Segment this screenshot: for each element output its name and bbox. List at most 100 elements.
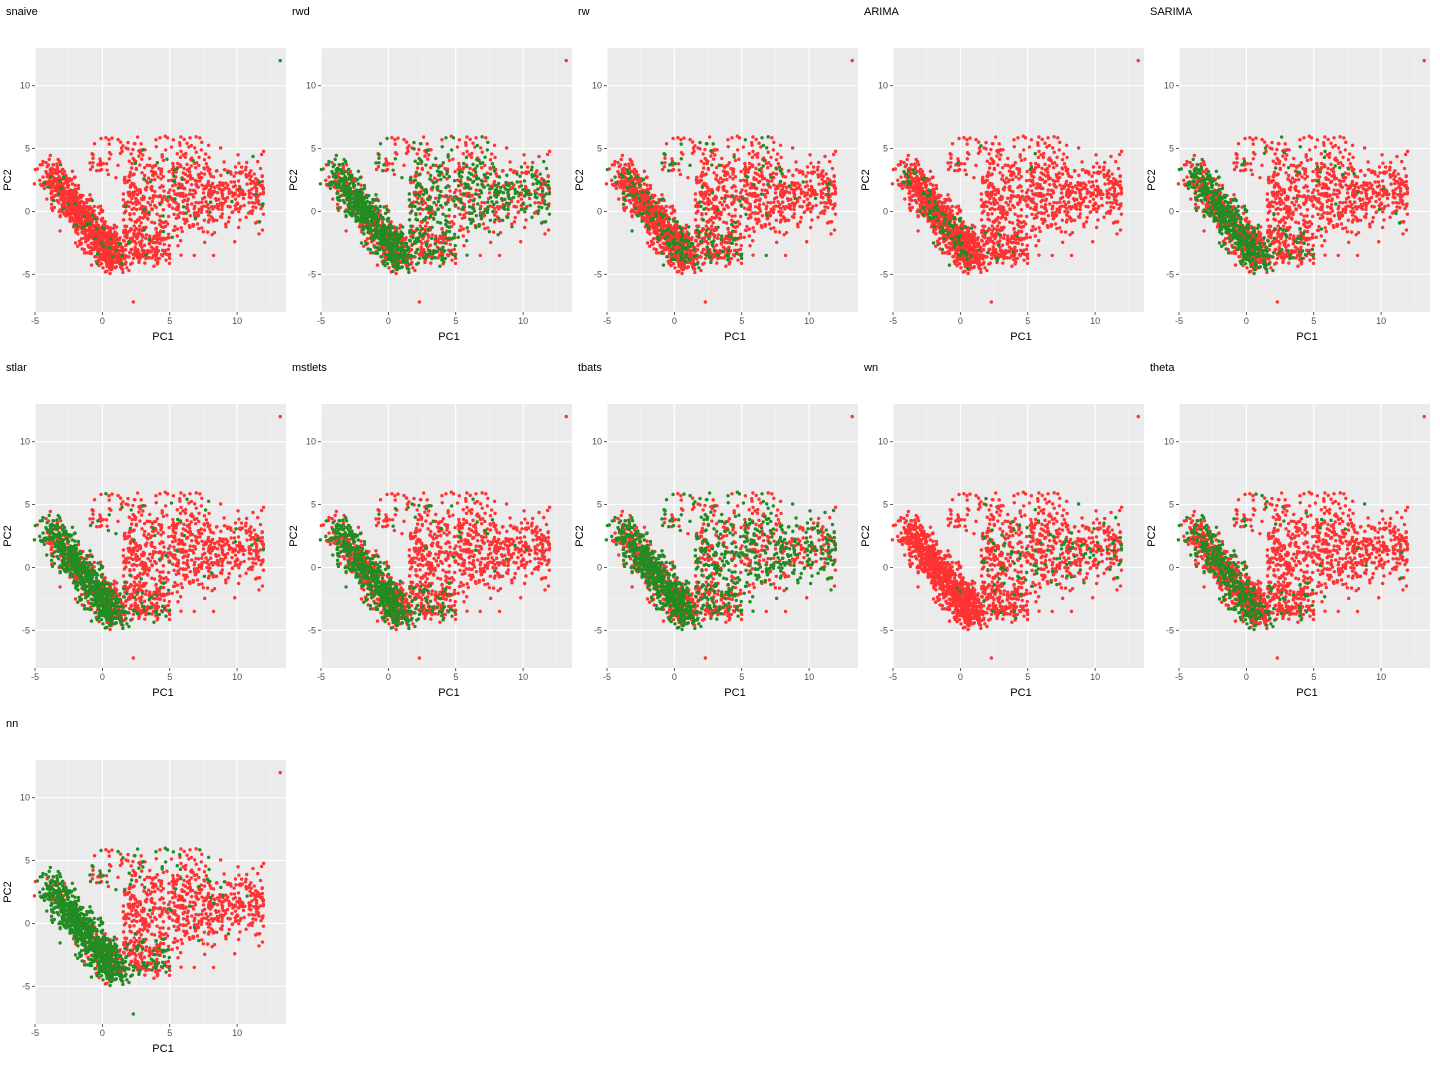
point-selected [533, 192, 538, 196]
y-tick-label: 10 [20, 81, 30, 91]
point-selected [447, 229, 452, 234]
point-selected [124, 205, 128, 209]
point-not-selected [716, 256, 720, 261]
point-not-selected [48, 153, 53, 158]
point-not-selected [154, 227, 158, 231]
point-selected [374, 233, 378, 237]
point-not-selected [221, 183, 225, 188]
point-not-selected [202, 240, 207, 245]
point-selected [117, 241, 121, 246]
point-not-selected [88, 218, 92, 223]
point-not-selected [39, 183, 44, 187]
point-not-selected [123, 176, 127, 180]
point-not-selected [181, 171, 185, 175]
point-selected [405, 244, 409, 249]
point-not-selected [221, 196, 225, 201]
point-not-selected [453, 169, 457, 174]
point-selected [446, 153, 450, 157]
point-not-selected [660, 193, 664, 197]
point-selected [102, 244, 106, 249]
point-not-selected [709, 228, 713, 232]
point-selected [42, 180, 46, 185]
point-not-selected [175, 205, 180, 210]
point-not-selected [453, 261, 458, 266]
point-not-selected [186, 197, 190, 201]
point-not-selected [415, 152, 419, 156]
point-not-selected [719, 242, 724, 246]
point-not-selected [132, 232, 136, 237]
point-selected [521, 202, 526, 206]
point-not-selected [464, 194, 468, 198]
point-selected [386, 219, 390, 223]
point-not-selected [188, 173, 192, 178]
point-not-selected [225, 195, 230, 200]
point-selected [459, 180, 463, 184]
point-not-selected [52, 205, 56, 210]
point-selected [458, 197, 463, 202]
point-not-selected [187, 192, 192, 196]
point-selected [498, 189, 503, 193]
point-not-selected [365, 237, 370, 241]
point-not-selected [212, 189, 217, 193]
point-selected [475, 143, 480, 148]
point-not-selected [658, 206, 663, 210]
point-not-selected [660, 223, 664, 228]
point-not-selected [148, 156, 152, 161]
point-not-selected [81, 220, 85, 224]
point-selected [536, 208, 541, 213]
point-selected [466, 185, 470, 190]
point-not-selected [660, 218, 664, 223]
point-not-selected [330, 160, 334, 165]
point-not-selected [179, 135, 183, 139]
point-not-selected [106, 172, 111, 177]
point-selected [360, 202, 364, 206]
point-selected [431, 181, 436, 185]
point-not-selected [546, 174, 550, 178]
point-not-selected [387, 161, 392, 166]
point-selected [441, 245, 445, 250]
point-selected [452, 232, 457, 236]
point-selected [473, 167, 477, 171]
point-not-selected [243, 192, 247, 197]
point-not-selected [695, 248, 700, 252]
point-not-selected [226, 183, 230, 187]
point-not-selected [398, 223, 403, 227]
point-not-selected [524, 186, 528, 190]
x-tick-label: 0 [100, 316, 105, 326]
point-selected [408, 229, 412, 233]
point-selected [73, 223, 77, 227]
point-selected [461, 161, 466, 166]
point-not-selected [195, 210, 200, 215]
point-selected [480, 183, 485, 187]
point-not-selected [208, 183, 213, 188]
point-not-selected [254, 177, 258, 181]
point-selected [410, 209, 414, 213]
point-selected [345, 186, 349, 191]
point-not-selected [468, 166, 472, 171]
point-not-selected [58, 229, 62, 233]
point-not-selected [248, 171, 252, 175]
point-not-selected [421, 236, 425, 241]
point-selected [390, 260, 395, 264]
point-selected [447, 208, 452, 212]
point-selected [393, 253, 397, 257]
point-not-selected [114, 175, 118, 180]
point-selected [546, 203, 550, 207]
point-not-selected [163, 148, 168, 152]
point-not-selected [664, 209, 668, 213]
point-selected [172, 179, 176, 184]
point-not-selected [92, 224, 96, 228]
point-not-selected [73, 175, 77, 179]
point-not-selected [423, 154, 427, 158]
point-selected [412, 147, 416, 151]
point-selected [486, 207, 490, 212]
y-tick-label: 10 [306, 81, 316, 91]
point-not-selected [520, 171, 524, 175]
point-not-selected [193, 165, 198, 170]
point-not-selected [179, 253, 183, 257]
point-not-selected [197, 155, 201, 160]
point-not-selected [148, 249, 152, 254]
point-not-selected [136, 248, 140, 252]
point-not-selected [185, 202, 190, 207]
point-selected [155, 161, 159, 165]
